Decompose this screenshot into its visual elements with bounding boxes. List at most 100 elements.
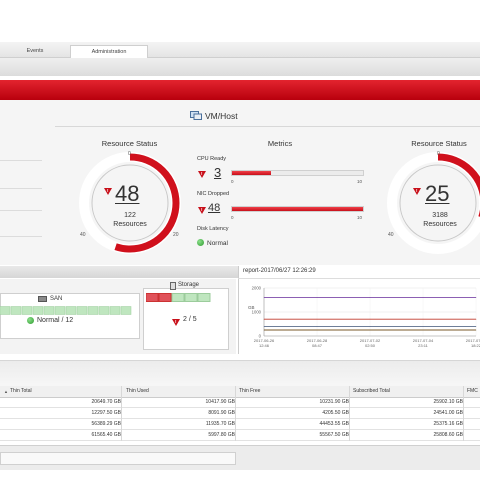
- chart-point: [475, 326, 477, 327]
- gauge-inner-ring: [91, 164, 169, 242]
- sort-ascending-icon[interactable]: ▲: [4, 389, 8, 394]
- cell-thin-total: 20649.70 GB: [91, 399, 121, 405]
- chart-point: [263, 297, 265, 298]
- table-row[interactable]: 61565.40 GB 5997.80 GB 55567.50 GB 25808…: [0, 430, 480, 441]
- table-header: ▲ Thin Total Thin Used Thin Free Subscri…: [0, 386, 480, 398]
- cpu-ready-bar: [231, 170, 364, 176]
- metrics-title: Metrics: [267, 139, 293, 148]
- report-divider: [238, 278, 480, 279]
- chart-point: [475, 329, 477, 331]
- chart-point: [369, 329, 371, 331]
- warning-icon: !: [104, 188, 112, 195]
- resource-total-right: 3188: [432, 212, 448, 219]
- gauge-right-scale-top: 0: [437, 151, 440, 157]
- gauge-scale-left: 40: [80, 232, 86, 238]
- cpu-warning-icon: !: [198, 171, 206, 178]
- chart-point: [263, 329, 265, 331]
- cell-subscribed-total: 25375.16 GB: [433, 421, 463, 427]
- nic-dropped-bar-fill: [232, 207, 363, 211]
- cpu-ready-label: CPU Ready: [197, 156, 227, 162]
- san-segments: [0, 306, 132, 315]
- cell-thin-used: 11935.70 GB: [205, 421, 235, 427]
- cell-subscribed-total: 25902.10 GB: [433, 399, 463, 405]
- resource-unit: Resources: [113, 221, 147, 228]
- cell-subscribed-total: 24541.00 GB: [433, 410, 463, 416]
- cell-thin-free: 4205.50 GB: [322, 410, 349, 416]
- storage-icon: [170, 282, 176, 290]
- cell-thin-total: 61565.40 GB: [91, 432, 121, 438]
- cell-thin-used: 8091.90 GB: [208, 410, 235, 416]
- chart-point: [263, 326, 265, 327]
- column-divider: [463, 386, 464, 441]
- disk-latency-status: Normal: [207, 240, 228, 247]
- chart-point: [422, 326, 424, 327]
- chart-x-tick: 2017-07-02: [360, 338, 381, 343]
- table-row[interactable]: 12297.50 GB 8091.90 GB 4205.50 GB 24541.…: [0, 408, 480, 419]
- chart-y-tick: 1000: [252, 310, 262, 315]
- resource-count-value[interactable]: 48: [115, 181, 140, 206]
- chart-point: [422, 318, 424, 320]
- column-divider: [349, 386, 350, 441]
- chart-point: [369, 297, 371, 298]
- vm-host-icon: [190, 111, 202, 120]
- column-divider: [235, 386, 236, 441]
- chart-point: [316, 297, 318, 298]
- resource-count-value-right[interactable]: 25: [425, 181, 450, 206]
- resource-gauge-right: [387, 152, 480, 254]
- chart-y-tick: 0: [259, 334, 262, 339]
- san-label: SAN: [50, 296, 63, 302]
- tab-administration[interactable]: Administration: [70, 45, 148, 58]
- disk-latency-label: Disk Latency: [197, 226, 229, 232]
- san-status[interactable]: Normal / 12: [37, 317, 74, 324]
- table-row[interactable]: 20649.70 GB 10417.90 GB 10231.90 GB 2590…: [0, 397, 480, 408]
- resource-status-title: Resource Status: [101, 139, 158, 148]
- report-title: report-2017/06/27 12:26:29: [243, 268, 316, 274]
- san-segment-bar: [0, 306, 132, 315]
- table-toolbar: [0, 360, 480, 387]
- column-subscribed-total[interactable]: Subscribed Total: [353, 388, 390, 394]
- resource-total: 122: [124, 212, 136, 219]
- report-panel: [238, 266, 480, 354]
- footer-band: [0, 445, 480, 470]
- cpu-ready-value[interactable]: 3: [214, 165, 222, 180]
- nic-scale-min: 0: [231, 215, 234, 220]
- chart-point: [422, 329, 424, 331]
- chart-point: [422, 297, 424, 298]
- toolbar-band: [0, 58, 480, 76]
- chart-point: [475, 318, 477, 320]
- column-fmc[interactable]: FMC: [467, 388, 478, 394]
- cell-thin-free: 55567.50 GB: [319, 432, 349, 438]
- cell-thin-free: 44453.55 GB: [319, 421, 349, 427]
- nic-dropped-value[interactable]: 48: [208, 202, 221, 214]
- cell-thin-total: 12297.50 GB: [91, 410, 121, 416]
- chart-x-tick: 2017-07-04: [466, 338, 480, 343]
- column-divider: [121, 386, 122, 441]
- column-thin-used[interactable]: Thin Used: [126, 388, 149, 394]
- chart-x-tick: 18:22: [471, 343, 480, 348]
- resource-gauge: [79, 152, 181, 254]
- column-thin-free[interactable]: Thin Free: [239, 388, 261, 394]
- gauge-fill: [80, 153, 180, 253]
- chart-point: [263, 318, 265, 320]
- tab-bar: Events Administration: [0, 42, 480, 58]
- chart-x-tick: 23:11: [418, 343, 428, 348]
- tab-events-label: Events: [26, 48, 44, 54]
- cell-thin-used: 10417.90 GB: [205, 399, 235, 405]
- section-header: [55, 106, 480, 127]
- storage-label: Storage: [178, 282, 200, 288]
- nic-dropped-label: NIC Dropped: [197, 191, 230, 197]
- storage-status[interactable]: 2 / 5: [183, 316, 197, 323]
- table-row[interactable]: 56389.29 GB 11935.70 GB 44453.55 GB 2537…: [0, 419, 480, 430]
- resource-unit-right: Resources: [423, 221, 457, 228]
- column-thin-total[interactable]: Thin Total: [10, 388, 32, 394]
- nic-warning-icon: !: [198, 207, 206, 214]
- storage-warning-icon: !: [172, 319, 180, 326]
- chart-point: [316, 326, 318, 327]
- tab-events[interactable]: Events: [0, 45, 70, 57]
- gauge-scale-right: 20: [173, 232, 179, 238]
- ok-status-icon: [197, 239, 204, 246]
- report-ylabel: GB: [248, 305, 255, 310]
- gauge-fill-right: [388, 153, 480, 253]
- horizontal-scrollbar[interactable]: [0, 452, 236, 465]
